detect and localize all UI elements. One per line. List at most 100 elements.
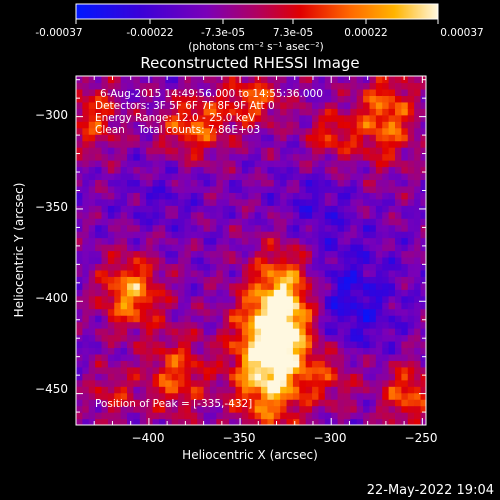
heatmap-cell bbox=[139, 95, 147, 103]
heatmap-cell bbox=[152, 108, 160, 116]
heatmap-cell bbox=[197, 88, 205, 96]
heatmap-cell bbox=[133, 334, 141, 342]
heatmap-cell bbox=[190, 386, 198, 394]
heatmap-cell bbox=[229, 231, 237, 239]
heatmap-cell bbox=[401, 392, 409, 400]
heatmap-cell bbox=[101, 328, 109, 336]
heatmap-cell bbox=[158, 373, 166, 381]
heatmap-cell bbox=[254, 147, 262, 155]
heatmap-cell bbox=[414, 76, 422, 84]
heatmap-cell bbox=[312, 205, 320, 213]
heatmap-cell bbox=[95, 308, 103, 316]
heatmap-cell bbox=[350, 250, 358, 258]
heatmap-cell bbox=[146, 95, 154, 103]
heatmap-cell bbox=[184, 224, 192, 232]
heatmap-cell bbox=[158, 295, 166, 303]
heatmap-cell bbox=[382, 95, 390, 103]
heatmap-cell bbox=[209, 418, 217, 425]
heatmap-cell bbox=[382, 166, 390, 174]
heatmap-cell bbox=[184, 256, 192, 265]
heatmap-cell bbox=[152, 192, 160, 200]
heatmap-cell bbox=[76, 224, 83, 232]
heatmap-cell bbox=[261, 276, 269, 284]
heatmap-cell bbox=[292, 340, 300, 349]
heatmap-cell bbox=[146, 134, 154, 142]
heatmap-cell bbox=[114, 88, 122, 96]
heatmap-cell bbox=[107, 353, 115, 361]
heatmap-cell bbox=[222, 412, 230, 420]
heatmap-cell bbox=[165, 269, 173, 277]
heatmap-cell bbox=[350, 76, 358, 84]
heatmap-cell bbox=[120, 379, 128, 387]
heatmap-cell bbox=[401, 302, 409, 310]
heatmap-cell bbox=[382, 218, 390, 226]
heatmap-cell bbox=[318, 153, 326, 161]
heatmap-cell bbox=[152, 405, 160, 413]
heatmap-cell bbox=[267, 218, 275, 226]
heatmap-cell bbox=[356, 114, 364, 122]
heatmap-cell bbox=[101, 340, 109, 349]
heatmap-cell bbox=[350, 276, 358, 284]
heatmap-cell bbox=[363, 76, 371, 84]
heatmap-cell bbox=[88, 392, 96, 400]
heatmap-cell bbox=[337, 295, 345, 303]
heatmap-cell bbox=[318, 76, 326, 84]
heatmap-cell bbox=[165, 373, 173, 381]
heatmap-cell bbox=[158, 315, 166, 323]
heatmap-cell bbox=[401, 321, 409, 329]
heatmap-cell bbox=[127, 114, 135, 122]
heatmap-cell bbox=[331, 179, 339, 187]
heatmap-cell bbox=[222, 347, 230, 355]
heatmap-cell bbox=[197, 147, 205, 155]
heatmap-cell bbox=[241, 263, 249, 271]
heatmap-cell bbox=[350, 418, 358, 425]
heatmap-cell bbox=[312, 172, 320, 180]
heatmap-cell bbox=[165, 192, 173, 200]
heatmap-cell bbox=[107, 198, 115, 206]
heatmap-cell bbox=[222, 95, 230, 103]
heatmap-cell bbox=[114, 211, 122, 219]
heatmap-cell bbox=[229, 134, 237, 142]
heatmap-cell bbox=[216, 108, 224, 116]
heatmap-cell bbox=[120, 121, 128, 129]
heatmap-cell bbox=[363, 88, 371, 96]
heatmap-cell bbox=[254, 218, 262, 226]
heatmap-cell bbox=[222, 321, 230, 329]
heatmap-cell bbox=[337, 121, 345, 129]
heatmap-cell bbox=[114, 153, 122, 161]
heatmap-cell bbox=[222, 340, 230, 349]
heatmap-cell bbox=[178, 321, 186, 329]
heatmap-cell bbox=[114, 82, 122, 90]
heatmap-cell bbox=[127, 282, 135, 290]
heatmap-cell bbox=[312, 263, 320, 271]
heatmap-cell bbox=[171, 244, 179, 252]
heatmap-cell bbox=[299, 250, 307, 258]
heatmap-cell bbox=[407, 347, 415, 355]
heatmap-cell bbox=[139, 308, 147, 316]
heatmap-cell bbox=[414, 108, 422, 116]
heatmap-cell bbox=[76, 95, 83, 103]
heatmap-cell bbox=[114, 127, 122, 135]
heatmap-cell bbox=[190, 263, 198, 271]
heatmap-cell bbox=[241, 334, 249, 342]
heatmap-cell bbox=[401, 160, 409, 168]
heatmap-cell bbox=[369, 172, 377, 180]
heatmap-cell bbox=[369, 412, 377, 420]
heatmap-cell bbox=[127, 276, 135, 284]
heatmap-cell bbox=[127, 218, 135, 226]
heatmap-cell bbox=[337, 218, 345, 226]
heatmap-cell bbox=[286, 379, 294, 387]
heatmap-cell bbox=[171, 256, 179, 265]
heatmap-cell bbox=[337, 127, 345, 135]
heatmap-cell bbox=[107, 392, 115, 400]
heatmap-cell bbox=[190, 321, 198, 329]
heatmap-cell bbox=[235, 101, 243, 109]
heatmap-cell bbox=[273, 399, 281, 407]
heatmap-cell bbox=[114, 399, 122, 407]
heatmap-cell bbox=[254, 250, 262, 258]
heatmap-cell bbox=[395, 185, 402, 193]
heatmap-cell bbox=[248, 263, 256, 271]
heatmap-cell bbox=[190, 418, 198, 425]
heatmap-cell bbox=[356, 386, 364, 394]
heatmap-cell bbox=[216, 366, 224, 374]
